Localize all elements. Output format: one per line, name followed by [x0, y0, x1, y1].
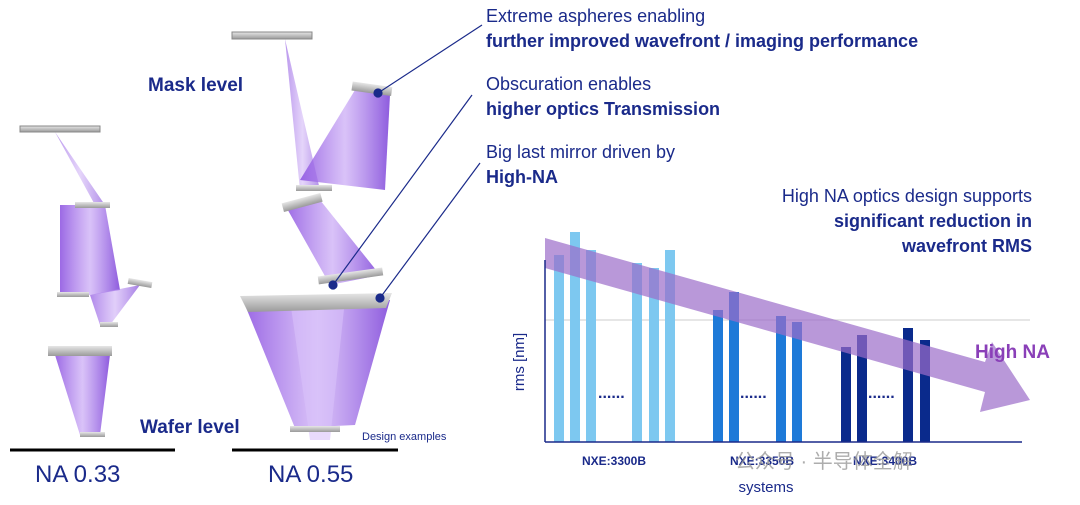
- callout-text: Big last mirror driven by: [486, 142, 675, 162]
- system-label: NXE:3400B: [853, 454, 917, 468]
- panel-caption: significant reduction in: [834, 211, 1032, 231]
- callouts: Extreme aspheres enabling further improv…: [486, 6, 918, 187]
- callout-text: further improved wavefront / imaging per…: [486, 31, 918, 51]
- design-examples: Design examples: [362, 431, 447, 443]
- svg-text:......: ......: [598, 385, 625, 402]
- panel-caption: High NA optics design supports: [782, 186, 1032, 206]
- y-label: rms [nm]: [511, 333, 528, 391]
- bars: [554, 232, 930, 442]
- callout-text: Obscuration enables: [486, 74, 651, 94]
- callout-text: High-NA: [486, 167, 558, 187]
- svg-text:......: ......: [740, 385, 767, 402]
- x-label: systems: [738, 479, 793, 496]
- wafer-level: Wafer level: [140, 417, 240, 438]
- rms-panel: High NA optics design supports significa…: [511, 186, 1050, 496]
- callout-lines: [328, 24, 483, 303]
- system-label: NXE:3300B: [582, 454, 646, 468]
- ellipsis: ..................: [598, 385, 895, 402]
- watermark: 公众号 · 半导体全解: [735, 450, 913, 473]
- panel-caption: wavefront RMS: [901, 236, 1032, 256]
- mask-level: Mask level: [148, 75, 243, 96]
- na-right: NA 0.55: [268, 461, 353, 488]
- na-left: NA 0.33: [35, 461, 120, 488]
- optics-right: [231, 31, 398, 452]
- trend-arrow: [545, 238, 1030, 412]
- optics-left: [10, 125, 175, 452]
- callout-text: higher optics Transmission: [486, 99, 720, 119]
- arrow-label: High NA: [975, 342, 1050, 363]
- system-label: NXE:3350B: [730, 454, 794, 468]
- svg-text:......: ......: [868, 385, 895, 402]
- callout-text: Extreme aspheres enabling: [486, 6, 705, 26]
